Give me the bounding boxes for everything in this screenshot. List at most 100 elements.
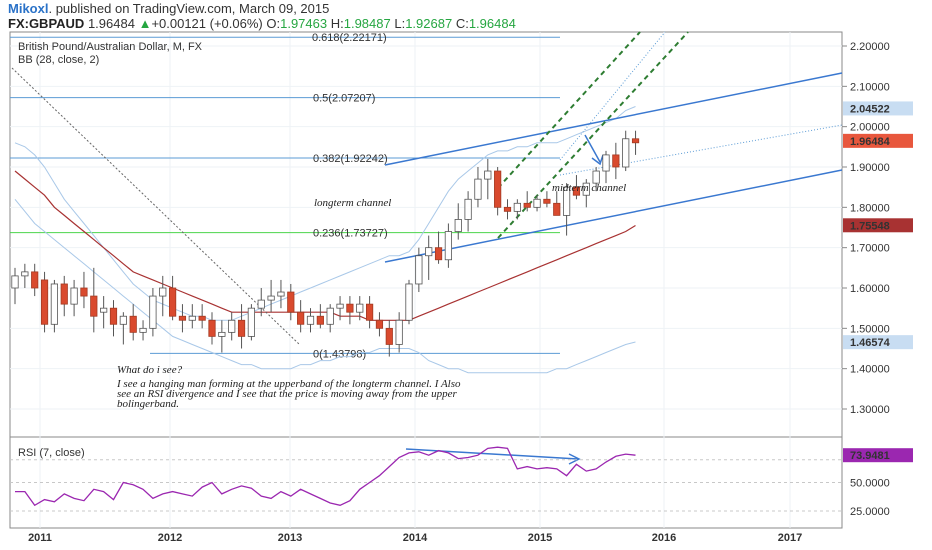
candle-up[interactable] [267,295,275,301]
bollinger-bands [14,106,636,374]
candle-down[interactable] [316,315,324,325]
candle-up[interactable] [425,247,433,257]
candle-up[interactable] [159,287,167,297]
candle-down[interactable] [109,307,118,325]
candle-up[interactable] [464,198,472,220]
longterm-channel-label: longterm channel [314,197,391,209]
candle-down[interactable] [631,138,640,144]
candle-up[interactable] [405,283,413,321]
candle-down[interactable] [434,247,443,261]
candle-up[interactable] [622,138,630,168]
author-link[interactable]: Mikoxl [8,1,49,16]
longterm-channel-upper[interactable] [384,72,843,166]
candle-down[interactable] [168,287,177,317]
note-line-1: I see a hanging man forming at the upper… [116,378,461,390]
candle-up[interactable] [247,307,255,337]
candle-up[interactable] [149,295,157,329]
candle-up[interactable] [336,303,344,309]
rsi-arrowhead-icon [568,453,581,465]
bb-basis-line [14,170,636,321]
candle-up[interactable] [188,315,196,321]
candle-up[interactable] [395,319,403,345]
candle-up[interactable] [139,327,147,333]
longterm-channel-lower[interactable] [384,169,843,263]
candle-up[interactable] [100,307,108,313]
candle-down[interactable] [572,186,581,196]
candle-up[interactable] [444,231,453,261]
candle-up[interactable] [602,154,610,172]
candle-down[interactable] [297,311,305,325]
candle-down[interactable] [129,315,137,333]
candle-down[interactable] [365,303,374,321]
symbol-label[interactable]: FX:GBPAUD [8,16,85,31]
candle-up[interactable] [474,178,482,200]
candle-up[interactable] [326,307,334,325]
candle-down[interactable] [178,315,187,321]
fib-level-label: 0.5(2.07207) [313,93,375,105]
candle-down[interactable] [237,319,246,337]
candle-up[interactable] [306,315,315,325]
candle-down[interactable] [198,315,206,321]
open-value: 1.97463 [280,16,328,31]
candle-down[interactable] [385,327,393,345]
candle-down[interactable] [346,303,354,313]
note-question: What do i see? [117,364,183,376]
candle-up[interactable] [582,182,590,196]
candle-up[interactable] [356,303,364,313]
candle-up[interactable] [119,315,127,325]
candle-up[interactable] [11,275,19,289]
publish-line: Mikoxl. published on TradingView.com, Ma… [8,1,329,16]
candle-down[interactable] [80,287,88,297]
midterm-channel-mid[interactable] [559,31,666,161]
candle-down[interactable] [494,170,502,208]
candle-up[interactable] [563,186,571,216]
time-axis: 2011 2012 2013 2014 2015 2016 2017 [28,532,802,544]
candle-down[interactable] [31,271,39,289]
price-tag-current-bg [843,133,913,148]
rsi-divergence-line[interactable] [405,448,579,460]
candle-up[interactable] [454,219,462,232]
chart-title: British Pound/Australian Dollar, M, FX [18,41,203,53]
candle-down[interactable] [375,319,384,329]
candle-down[interactable] [612,154,620,168]
candle-down[interactable] [523,202,531,208]
candle-up[interactable] [415,255,423,285]
price-axis: 2.20000 2.10000 2.00000 1.90000 1.80000 1.700… [842,41,913,416]
price-tag-basis: 1.75548 [850,220,890,232]
candle-down[interactable] [40,279,49,325]
candle-up[interactable] [592,170,600,184]
low-label: L: [394,16,406,31]
midterm-channel-upper[interactable] [497,31,641,189]
year-tick-label: 2014 [403,532,428,544]
candle-up[interactable] [21,271,29,277]
candle-down[interactable] [287,291,295,313]
candle-up[interactable] [257,299,265,309]
fib-level-label: 0.618(2.22171) [312,32,387,44]
candle-down[interactable] [553,202,561,216]
candle-up[interactable] [533,198,541,208]
rsi-tick-label: 50.0000 [850,478,890,490]
high-label: H: [330,16,344,31]
close-value: 1.96484 [468,16,516,31]
candle-up[interactable] [277,291,285,297]
candle-up[interactable] [484,170,492,180]
candle-up[interactable] [513,202,521,212]
down-arrowhead-icon [591,154,604,166]
candle-down[interactable] [208,319,216,337]
rsi-line[interactable] [15,446,636,507]
candle-up[interactable] [218,331,226,337]
descending-trendline[interactable] [11,67,301,346]
candle-down[interactable] [543,198,551,204]
candle-up[interactable] [50,283,59,325]
candle-up[interactable] [228,319,236,333]
price-tick-label: 1.60000 [850,283,890,295]
candle-down[interactable] [503,206,512,212]
candle-down[interactable] [90,295,98,317]
published-text: . published on TradingView.com, March 09… [48,1,330,16]
candle-down[interactable] [60,283,68,305]
price-tick-label: 1.40000 [850,364,890,376]
candle-up[interactable] [70,287,78,305]
price-tag-top: 2.04522 [850,103,890,115]
year-tick-label: 2013 [278,532,302,544]
